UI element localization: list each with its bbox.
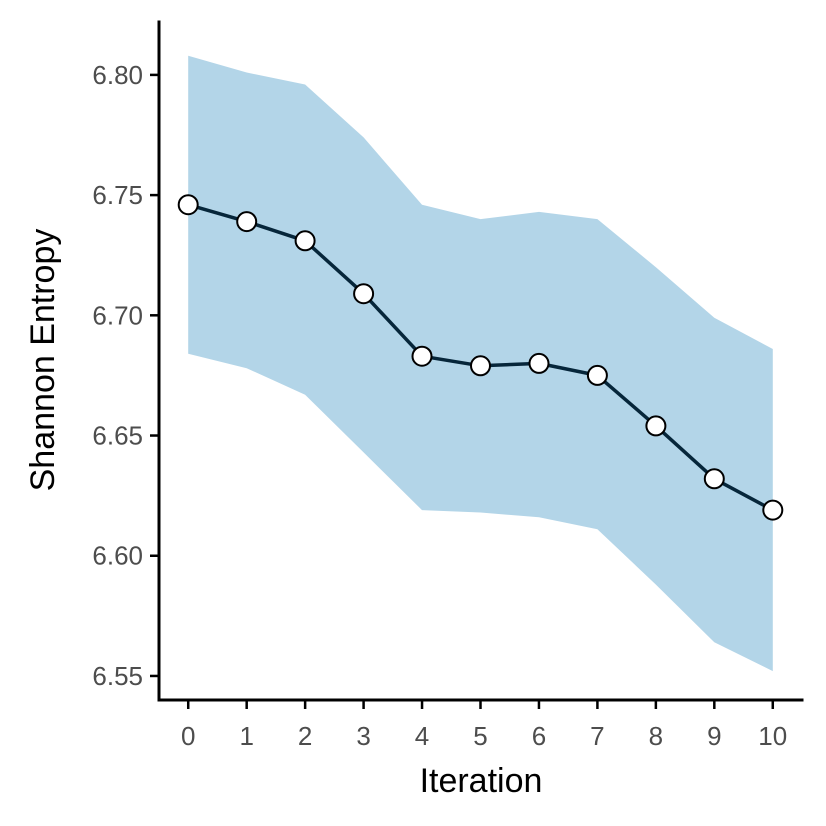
x-axis-title: Iteration <box>420 762 543 800</box>
x-axis-ticks: 0 1 2 3 4 5 6 7 8 9 10 <box>181 700 787 751</box>
x-tick-label: 5 <box>473 721 487 751</box>
y-tick-label: 6.60 <box>92 541 143 571</box>
x-tick-label: 1 <box>239 721 253 751</box>
data-points <box>177 194 784 521</box>
y-axis-ticks: 6.55 6.60 6.65 6.70 6.75 6.80 <box>92 60 159 691</box>
x-tick-label: 2 <box>298 721 312 751</box>
x-tick-label: 3 <box>356 721 370 751</box>
x-tick-label: 7 <box>590 721 604 751</box>
data-point <box>353 283 375 305</box>
y-tick-label: 6.75 <box>92 180 143 210</box>
y-tick-label: 6.70 <box>92 300 143 330</box>
data-point <box>703 468 725 490</box>
data-point <box>645 415 667 437</box>
data-point <box>236 211 258 233</box>
y-axis-title: Shannon Entropy <box>24 229 62 492</box>
x-tick-label: 9 <box>707 721 721 751</box>
y-tick-label: 6.55 <box>92 661 143 691</box>
x-tick-label: 8 <box>649 721 663 751</box>
data-point <box>411 345 433 367</box>
x-tick-label: 6 <box>532 721 546 751</box>
y-tick-label: 6.80 <box>92 60 143 90</box>
data-point <box>586 364 608 386</box>
x-tick-label: 4 <box>415 721 429 751</box>
x-tick-label: 0 <box>181 721 195 751</box>
data-point <box>470 355 491 377</box>
data-point <box>762 499 784 521</box>
x-tick-label: 10 <box>758 721 787 751</box>
data-point <box>177 194 199 216</box>
y-tick-label: 6.65 <box>92 421 143 451</box>
data-point <box>528 352 550 374</box>
data-point <box>294 230 316 252</box>
